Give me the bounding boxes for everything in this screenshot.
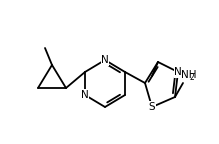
Text: 2: 2: [190, 73, 194, 83]
Text: N: N: [174, 67, 182, 77]
Text: N: N: [81, 90, 89, 100]
Text: NH: NH: [181, 70, 196, 80]
Text: S: S: [149, 102, 155, 112]
Text: N: N: [101, 55, 109, 65]
